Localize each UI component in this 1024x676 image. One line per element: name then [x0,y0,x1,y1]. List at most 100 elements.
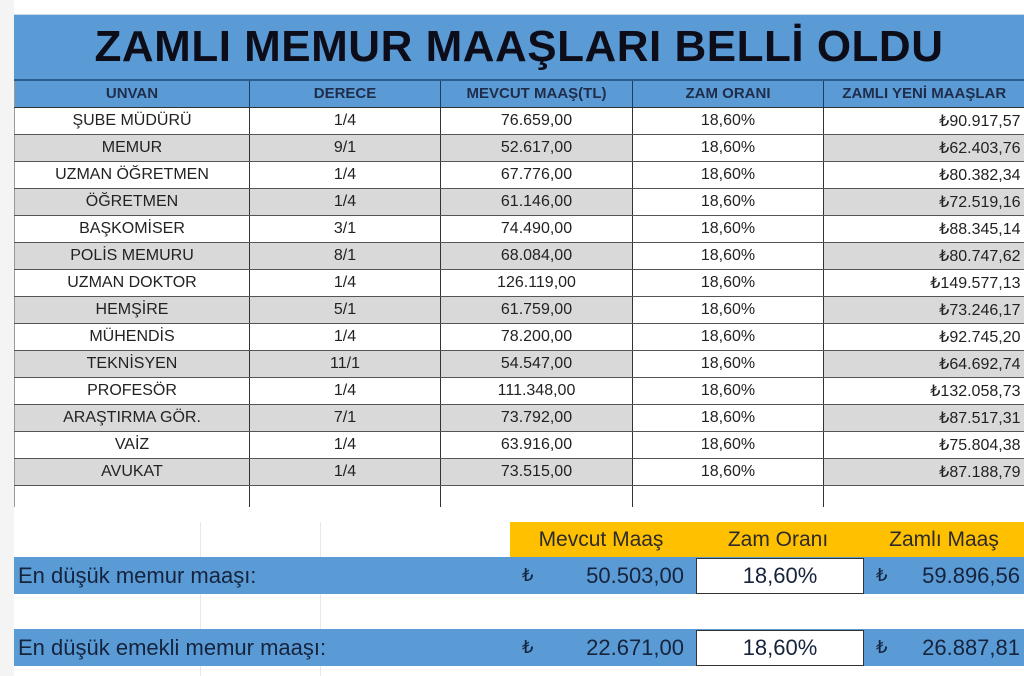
table-row: ŞUBE MÜDÜRÜ 1/4 76.659,00 18,60% ₺90.917… [14,107,1024,135]
cell-yeni[interactable]: ₺72.519,16 [823,188,1024,216]
cell-unvan[interactable]: MÜHENDİS [14,323,250,351]
cell-unvan[interactable]: TEKNİSYEN [14,350,250,378]
empty-cell[interactable] [440,485,633,507]
summary-header-row: Mevcut Maaş Zam Oranı Zamlı Maaş [510,522,1024,557]
summary-zam-input[interactable]: 18,60% [696,557,864,594]
cell-derece[interactable]: 1/4 [249,323,441,351]
cell-mevcut[interactable]: 61.146,00 [440,188,633,216]
cell-yeni[interactable]: ₺87.188,79 [823,458,1024,486]
cell-unvan[interactable]: POLİS MEMURU [14,242,250,270]
cell-unvan[interactable]: UZMAN ÖĞRETMEN [14,161,250,189]
empty-cell[interactable] [249,485,441,507]
cell-unvan[interactable]: AVUKAT [14,458,250,486]
cell-zam[interactable]: 18,60% [632,269,824,297]
cell-derece[interactable]: 11/1 [249,350,441,378]
summary-row-emekli: En düşük emekli memur maaşı: ₺ 22.671,00… [14,629,1024,666]
cell-mevcut[interactable]: 52.617,00 [440,134,633,162]
cell-derece[interactable]: 1/4 [249,377,441,405]
cell-zam[interactable]: 18,60% [632,377,824,405]
cell-derece[interactable]: 3/1 [249,215,441,243]
cell-mevcut[interactable]: 74.490,00 [440,215,633,243]
cell-yeni[interactable]: ₺80.382,34 [823,161,1024,189]
table-row: BAŞKOMİSER 3/1 74.490,00 18,60% ₺88.345,… [14,215,1024,243]
cell-yeni[interactable]: ₺64.692,74 [823,350,1024,378]
col-header-zamli-yeni-maas: ZAMLI YENİ MAAŞLAR [823,81,1024,108]
cell-unvan[interactable]: ARAŞTIRMA GÖR. [14,404,250,432]
cell-zam[interactable]: 18,60% [632,404,824,432]
left-margin [0,0,14,676]
salary-table: UNVAN DERECE MEVCUT MAAŞ(TL) ZAM ORANI Z… [14,81,1024,507]
cell-unvan[interactable]: VAİZ [14,431,250,459]
summary-mevcut-value[interactable]: 22.671,00 [586,634,684,660]
cell-unvan[interactable]: HEMŞİRE [14,296,250,324]
cell-unvan[interactable]: PROFESÖR [14,377,250,405]
cell-mevcut[interactable]: 63.916,00 [440,431,633,459]
empty-cell[interactable] [632,485,824,507]
cell-unvan[interactable]: ŞUBE MÜDÜRÜ [14,107,250,135]
cell-mevcut[interactable]: 78.200,00 [440,323,633,351]
cell-zam[interactable]: 18,60% [632,431,824,459]
summary-mevcut-value[interactable]: 50.503,00 [586,562,684,588]
table-row: PROFESÖR 1/4 111.348,00 18,60% ₺132.058,… [14,377,1024,405]
cell-mevcut[interactable]: 73.515,00 [440,458,633,486]
lira-icon: ₺ [522,637,534,657]
cell-derece[interactable]: 1/4 [249,431,441,459]
cell-zam[interactable]: 18,60% [632,134,824,162]
empty-cell[interactable] [14,485,250,507]
cell-unvan[interactable]: BAŞKOMİSER [14,215,250,243]
cell-zam[interactable]: 18,60% [632,296,824,324]
cell-yeni[interactable]: ₺149.577,13 [823,269,1024,297]
table-row: ARAŞTIRMA GÖR. 7/1 73.792,00 18,60% ₺87.… [14,404,1024,432]
cell-yeni[interactable]: ₺90.917,57 [823,107,1024,135]
cell-zam[interactable]: 18,60% [632,458,824,486]
table-row: ÖĞRETMEN 1/4 61.146,00 18,60% ₺72.519,16 [14,188,1024,216]
cell-derece[interactable]: 7/1 [249,404,441,432]
cell-yeni[interactable]: ₺87.517,31 [823,404,1024,432]
cell-zam[interactable]: 18,60% [632,323,824,351]
cell-mevcut[interactable]: 73.792,00 [440,404,633,432]
summary-zamli-value[interactable]: 59.896,56 [922,562,1020,588]
cell-derece[interactable]: 5/1 [249,296,441,324]
cell-unvan[interactable]: MEMUR [14,134,250,162]
cell-yeni[interactable]: ₺132.058,73 [823,377,1024,405]
summary-zam-input[interactable]: 18,60% [696,629,864,666]
cell-derece[interactable]: 9/1 [249,134,441,162]
cell-zam[interactable]: 18,60% [632,215,824,243]
cell-mevcut[interactable]: 54.547,00 [440,350,633,378]
cell-zam[interactable]: 18,60% [632,242,824,270]
cell-mevcut[interactable]: 76.659,00 [440,107,633,135]
cell-derece[interactable]: 1/4 [249,188,441,216]
lira-icon: ₺ [522,565,534,585]
cell-yeni[interactable]: ₺62.403,76 [823,134,1024,162]
cell-derece[interactable]: 8/1 [249,242,441,270]
summary-zamli-value[interactable]: 26.887,81 [922,634,1020,660]
cell-mevcut[interactable]: 126.119,00 [440,269,633,297]
cell-derece[interactable]: 1/4 [249,161,441,189]
cell-yeni[interactable]: ₺73.246,17 [823,296,1024,324]
cell-unvan[interactable]: UZMAN DOKTOR [14,269,250,297]
cell-zam[interactable]: 18,60% [632,188,824,216]
cell-derece[interactable]: 1/4 [249,269,441,297]
cell-yeni[interactable]: ₺80.747,62 [823,242,1024,270]
salary-sheet: ZAMLI MEMUR MAAŞLARI BELLİ OLDU UNVAN DE… [14,14,1024,507]
table-row: POLİS MEMURU 8/1 68.084,00 18,60% ₺80.74… [14,242,1024,270]
cell-yeni[interactable]: ₺92.745,20 [823,323,1024,351]
cell-zam[interactable]: 18,60% [632,107,824,135]
lira-icon: ₺ [876,565,888,585]
cell-mevcut[interactable]: 68.084,00 [440,242,633,270]
cell-derece[interactable]: 1/4 [249,107,441,135]
cell-zam[interactable]: 18,60% [632,350,824,378]
grid-divider [200,522,201,676]
empty-cell[interactable] [823,485,1024,507]
cell-yeni[interactable]: ₺75.804,38 [823,431,1024,459]
col-header-mevcut-maas: MEVCUT MAAŞ(TL) [440,81,633,108]
cell-mevcut[interactable]: 111.348,00 [440,377,633,405]
table-row: UZMAN DOKTOR 1/4 126.119,00 18,60% ₺149.… [14,269,1024,297]
summary-header-zamli: Zamlı Maaş [864,522,1024,557]
cell-derece[interactable]: 1/4 [249,458,441,486]
cell-mevcut[interactable]: 61.759,00 [440,296,633,324]
cell-mevcut[interactable]: 67.776,00 [440,161,633,189]
cell-unvan[interactable]: ÖĞRETMEN [14,188,250,216]
cell-zam[interactable]: 18,60% [632,161,824,189]
cell-yeni[interactable]: ₺88.345,14 [823,215,1024,243]
